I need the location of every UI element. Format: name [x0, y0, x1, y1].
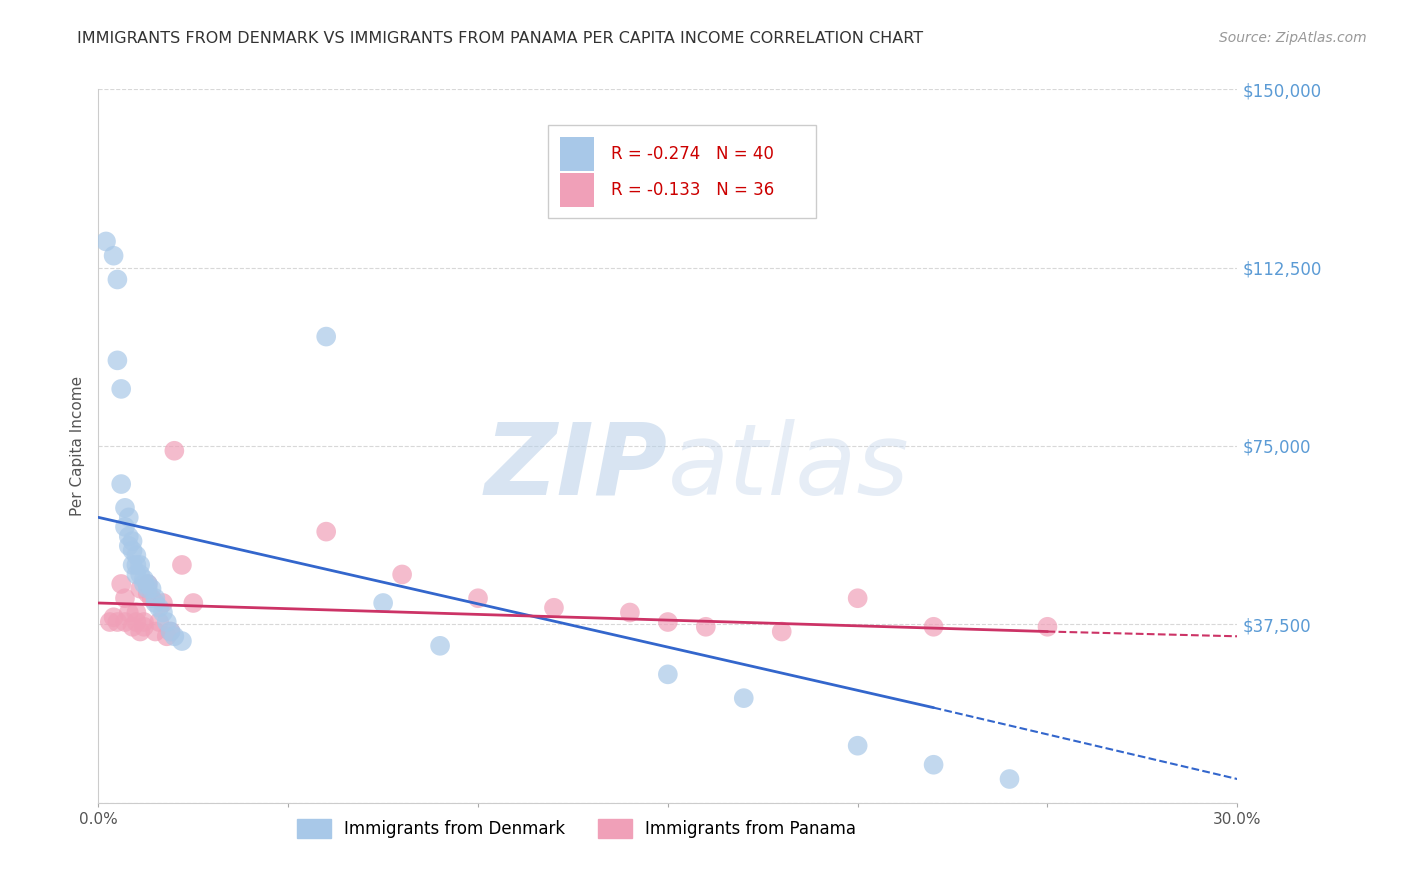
- FancyBboxPatch shape: [548, 125, 815, 218]
- Point: [125, 549, 148, 563]
- Point: [132, 572, 155, 586]
- Point: [156, 615, 179, 629]
- Point: [121, 543, 143, 558]
- Point: [141, 582, 163, 596]
- Point: [121, 620, 143, 634]
- Point: [619, 606, 641, 620]
- Point: [136, 586, 159, 600]
- Point: [132, 577, 155, 591]
- Point: [315, 329, 337, 343]
- Point: [170, 558, 193, 572]
- Point: [110, 382, 132, 396]
- Point: [136, 577, 159, 591]
- Point: [391, 567, 413, 582]
- Text: R = -0.133   N = 36: R = -0.133 N = 36: [612, 181, 775, 199]
- Point: [152, 596, 174, 610]
- Text: R = -0.274   N = 40: R = -0.274 N = 40: [612, 145, 773, 163]
- Point: [118, 539, 141, 553]
- Point: [136, 577, 159, 591]
- Point: [315, 524, 337, 539]
- Legend: Immigrants from Denmark, Immigrants from Panama: Immigrants from Denmark, Immigrants from…: [291, 812, 863, 845]
- Point: [141, 591, 163, 606]
- Point: [163, 443, 186, 458]
- Point: [98, 615, 121, 629]
- Point: [129, 624, 152, 639]
- Point: [129, 567, 152, 582]
- Point: [132, 620, 155, 634]
- Point: [118, 529, 141, 543]
- FancyBboxPatch shape: [560, 173, 593, 207]
- Text: ZIP: ZIP: [485, 419, 668, 516]
- Point: [103, 610, 125, 624]
- Point: [467, 591, 489, 606]
- Point: [121, 558, 143, 572]
- Text: atlas: atlas: [668, 419, 910, 516]
- Point: [163, 629, 186, 643]
- Point: [148, 615, 170, 629]
- Point: [183, 596, 205, 610]
- Point: [107, 353, 129, 368]
- Point: [94, 235, 117, 249]
- Y-axis label: Per Capita Income: Per Capita Income: [69, 376, 84, 516]
- Text: IMMIGRANTS FROM DENMARK VS IMMIGRANTS FROM PANAMA PER CAPITA INCOME CORRELATION : IMMIGRANTS FROM DENMARK VS IMMIGRANTS FR…: [77, 31, 924, 46]
- Point: [114, 500, 136, 515]
- Point: [110, 577, 132, 591]
- Point: [159, 624, 181, 639]
- Point: [371, 596, 394, 610]
- Point: [125, 558, 148, 572]
- Point: [145, 591, 167, 606]
- Point: [657, 667, 679, 681]
- Text: Source: ZipAtlas.com: Source: ZipAtlas.com: [1219, 31, 1367, 45]
- Point: [136, 582, 159, 596]
- Point: [922, 757, 945, 772]
- FancyBboxPatch shape: [560, 137, 593, 171]
- Point: [132, 615, 155, 629]
- Point: [657, 615, 679, 629]
- Point: [107, 272, 129, 286]
- Point: [170, 634, 193, 648]
- Point: [125, 567, 148, 582]
- Point: [1036, 620, 1059, 634]
- Point: [114, 615, 136, 629]
- Point: [733, 691, 755, 706]
- Point: [543, 600, 565, 615]
- Point: [129, 558, 152, 572]
- Point: [922, 620, 945, 634]
- Point: [129, 582, 152, 596]
- Point: [145, 624, 167, 639]
- Point: [770, 624, 793, 639]
- Point: [159, 624, 181, 639]
- Point: [125, 615, 148, 629]
- Point: [846, 591, 869, 606]
- Point: [103, 249, 125, 263]
- Point: [118, 510, 141, 524]
- Point: [145, 596, 167, 610]
- Point: [148, 600, 170, 615]
- Point: [152, 606, 174, 620]
- Point: [107, 615, 129, 629]
- Point: [846, 739, 869, 753]
- Point: [695, 620, 717, 634]
- Point: [118, 606, 141, 620]
- Point: [110, 477, 132, 491]
- Point: [429, 639, 451, 653]
- Point: [121, 534, 143, 549]
- Point: [156, 629, 179, 643]
- Point: [998, 772, 1021, 786]
- Point: [114, 520, 136, 534]
- Point: [114, 591, 136, 606]
- Point: [125, 606, 148, 620]
